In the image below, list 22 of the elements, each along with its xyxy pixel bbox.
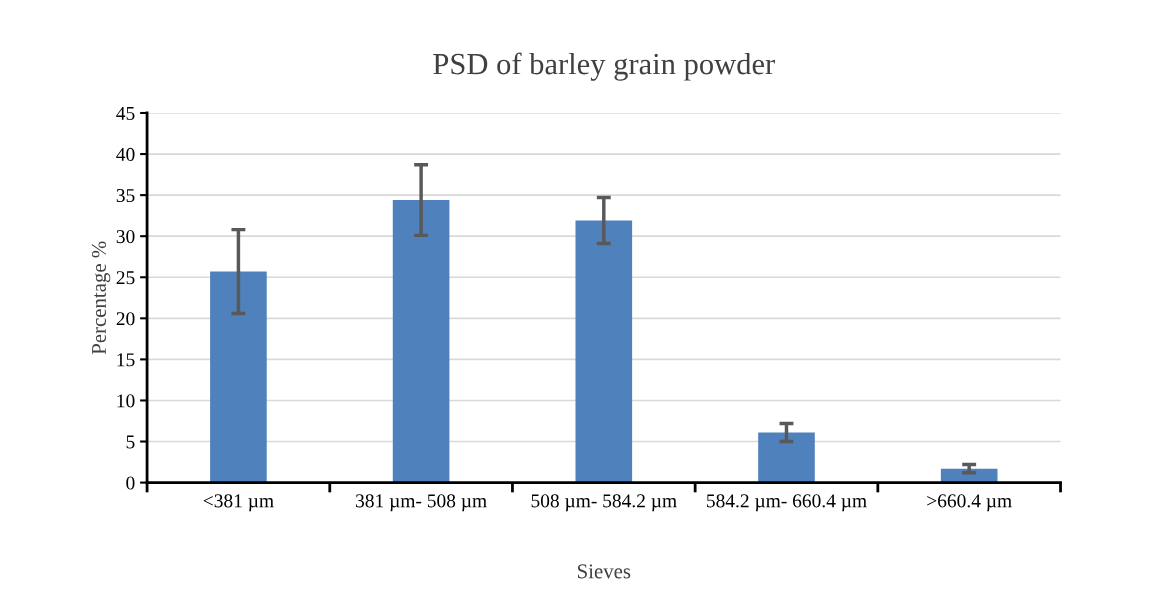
bar: [758, 432, 815, 483]
x-tick-label: <381 µm: [203, 494, 274, 512]
bar: [575, 220, 633, 483]
y-tick-label: 35: [116, 189, 135, 203]
y-tick-label: 10: [117, 394, 135, 408]
y-tick-label: 30: [116, 230, 135, 244]
x-tick-label: 381 µm- 508 µm: [356, 494, 487, 512]
y-axis-title: Percentage %: [91, 241, 111, 355]
x-axis-title: Sieves: [578, 564, 631, 579]
x-tick-label: >660.4 µm: [927, 494, 1012, 512]
x-tick-label: 508 µm- 584.2 µm: [531, 494, 677, 512]
y-tick-label: 15: [117, 353, 135, 367]
x-tick-label: 584.2 µm- 660.4 µm: [707, 494, 867, 512]
y-tick-label: 0: [126, 476, 135, 490]
y-tick-label: 20: [116, 312, 135, 326]
y-tick-label: 5: [126, 435, 135, 449]
y-tick-label: 45: [116, 106, 135, 120]
chart-title: PSD of barley grain powder: [433, 52, 775, 81]
y-tick-label: 25: [116, 271, 135, 285]
bar: [210, 271, 267, 483]
y-tick-label: 40: [116, 147, 135, 161]
bar: [392, 200, 450, 483]
